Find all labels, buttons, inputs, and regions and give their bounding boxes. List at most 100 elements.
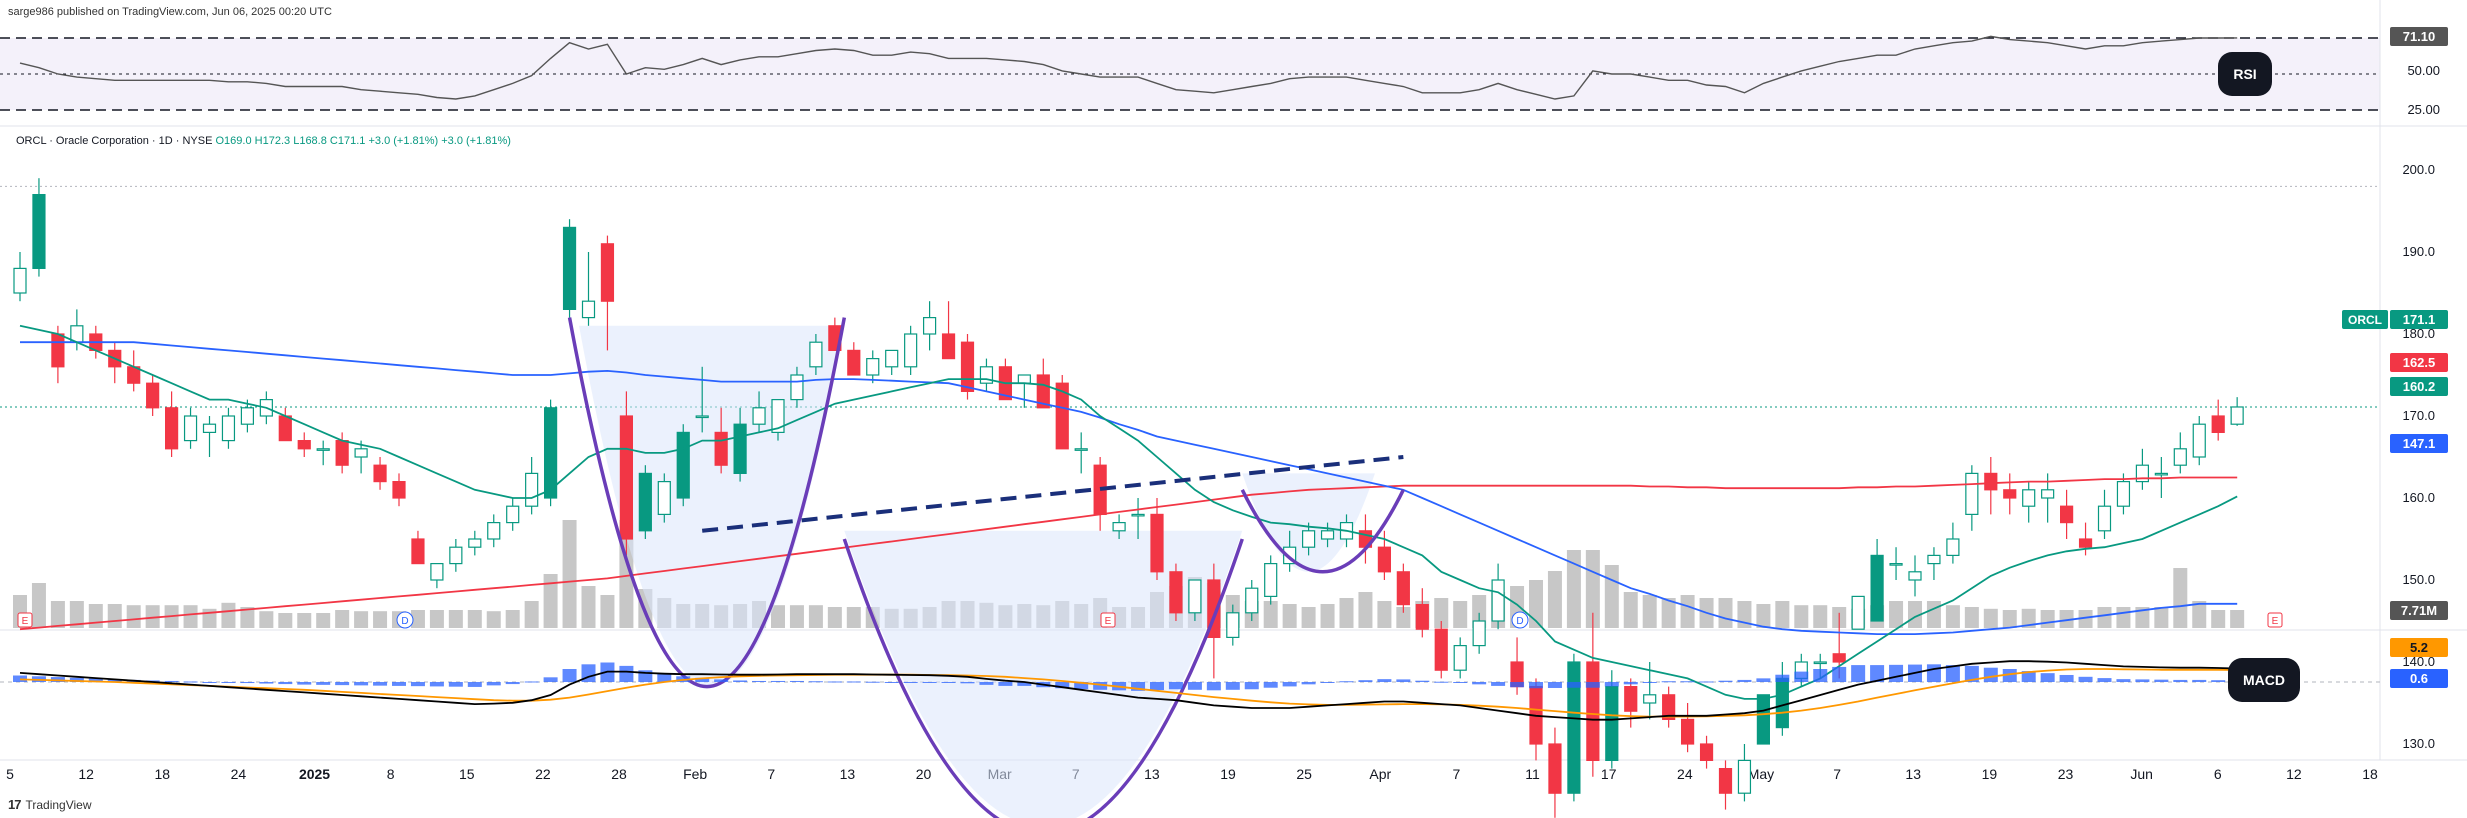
candle-body <box>2192 423 2206 458</box>
dividend-icon <box>1511 611 1529 629</box>
x-tick-label: 13 <box>1144 766 1160 782</box>
macd-histogram-bar <box>1813 669 1828 682</box>
macd-histogram-bar <box>335 682 350 686</box>
macd-histogram-bar <box>410 682 425 687</box>
volume-bar <box>1983 608 1998 628</box>
candle-body <box>373 464 387 483</box>
volume-bar <box>1566 550 1581 628</box>
macd-histogram-bar <box>2154 679 2169 682</box>
candle-body <box>1150 513 1164 573</box>
candle-body <box>714 431 728 466</box>
last-price-tag: 171.1 <box>2390 310 2448 329</box>
volume-bar <box>448 610 463 628</box>
macd-histogram-bar <box>1168 682 1183 690</box>
x-tick-label: 24 <box>231 766 247 782</box>
macd-histogram-bar <box>2173 679 2188 682</box>
cup2-arc <box>842 538 1244 818</box>
candle-body <box>1927 554 1941 565</box>
macd-histogram-bar <box>2021 671 2036 682</box>
volume-bar <box>335 610 350 628</box>
macd-histogram-bar <box>1434 681 1449 683</box>
volume-bar <box>2192 601 2207 628</box>
volume-bar <box>1434 598 1449 628</box>
ema20-tag: 160.2 <box>2390 377 2448 396</box>
candle-body <box>165 407 179 450</box>
candle-body <box>562 226 577 310</box>
candle-body <box>1415 603 1429 630</box>
macd-histogram-bar <box>297 682 312 685</box>
cup2-fill <box>844 530 1243 818</box>
tradingview-logo-icon: 17 <box>8 797 22 812</box>
rsi-tick-label: 50.00 <box>2407 63 2440 78</box>
candle-body <box>1889 562 1903 566</box>
candle-body <box>487 521 501 540</box>
volume-bar <box>278 613 293 628</box>
macd-histogram-bar <box>278 682 293 685</box>
volume-bar <box>2116 607 2131 628</box>
y-tick-label: 180.0 <box>2402 326 2435 341</box>
macd-histogram-bar <box>13 675 27 682</box>
candle-body <box>411 538 425 565</box>
candle-body <box>1851 595 1865 630</box>
candle-body <box>1605 685 1619 761</box>
macd-histogram-bar <box>827 681 842 683</box>
x-tick-label: 15 <box>459 766 475 782</box>
macd-histogram-bar <box>752 680 767 682</box>
x-tick-label: 17 <box>1601 766 1617 782</box>
macd-histogram-bar <box>695 677 710 682</box>
x-tick-label: Apr <box>1369 766 1391 782</box>
candle-body <box>1908 571 1922 581</box>
candle-body <box>1946 538 1960 556</box>
volume-bar <box>88 604 103 628</box>
macd-histogram-bar <box>183 681 198 683</box>
macd-histogram-bar <box>1547 682 1562 688</box>
volume-bar <box>2154 607 2169 628</box>
candle-body <box>1775 677 1789 729</box>
macd-histogram-bar <box>1680 681 1695 683</box>
macd-histogram-bar <box>1889 664 1904 682</box>
macd-histogram-bar <box>2192 679 2207 682</box>
volume-bar <box>1282 604 1297 628</box>
macd-histogram-bar <box>960 682 975 684</box>
volume-bar <box>1623 592 1638 628</box>
earnings-marker: E <box>17 612 33 628</box>
open-value: O169.0 <box>215 135 252 147</box>
macd-histogram-bar <box>562 669 577 682</box>
macd-histogram-bar <box>922 682 937 683</box>
volume-bar <box>2097 607 2112 628</box>
macd-histogram-bar <box>392 682 406 686</box>
candle-body <box>752 407 766 425</box>
macd-histogram-bar <box>979 682 994 685</box>
sma200-line <box>19 476 2238 631</box>
macd-histogram-bar <box>1320 682 1335 683</box>
x-tick-label: 8 <box>387 766 395 782</box>
candle-body <box>1699 743 1714 761</box>
macd-histogram-bar <box>941 682 956 683</box>
macd-histogram-bar <box>164 680 179 682</box>
earnings-marker: E <box>2267 612 2283 628</box>
volume-bar <box>240 607 255 628</box>
x-tick-label: Jun <box>2130 766 2153 782</box>
candle-body <box>1586 661 1600 762</box>
y-tick-label: 140.0 <box>2402 654 2435 669</box>
macd-histogram-bar <box>1604 682 1619 687</box>
macd-histogram-bar <box>1017 682 1032 686</box>
sma50-line <box>20 341 2238 635</box>
earnings-icon <box>17 612 33 628</box>
macd-histogram-bar <box>808 681 823 683</box>
macd-histogram-bar <box>259 682 274 684</box>
candle-body <box>202 423 217 434</box>
macd-histogram-bar <box>316 682 331 685</box>
volume-bar <box>562 520 577 628</box>
sma200-tag: 162.5 <box>2390 353 2448 372</box>
candle-body <box>2041 489 2055 499</box>
candle-body <box>354 448 368 458</box>
high-value: H172.3 <box>254 135 291 147</box>
x-tick-label: 20 <box>916 766 932 782</box>
macd-histogram-bar <box>1396 679 1411 682</box>
candle-body <box>2078 538 2093 548</box>
macd-histogram-bar <box>1794 671 1809 682</box>
symbol-price-tag: ORCL <box>2342 310 2388 329</box>
volume-bar <box>1453 601 1468 628</box>
